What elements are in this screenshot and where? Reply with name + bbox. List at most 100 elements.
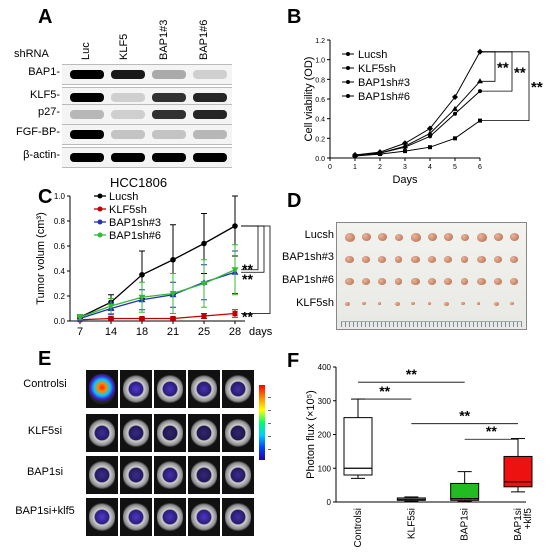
x-tick-label: 0 <box>328 164 332 171</box>
data-point <box>452 105 458 111</box>
imaging-tile <box>120 498 152 536</box>
tumor <box>427 233 438 242</box>
data-point <box>453 111 457 116</box>
blot-row-label: KLF5- <box>30 89 60 101</box>
lung <box>89 460 115 490</box>
lung <box>191 418 217 448</box>
blot-row <box>62 124 232 145</box>
legend-label: BAP1sh#3 <box>109 217 161 229</box>
chart-c: 0.0 0.2 0.4 0.6 0.8 1.0 7 14 18 21 25 28 days Tumor v… <box>35 191 273 338</box>
y-tick-label: 400 <box>318 363 332 372</box>
panel-label-e: E <box>38 348 52 370</box>
legend-label: Lucsh <box>109 191 138 203</box>
imaging-tile <box>154 498 186 536</box>
blot-band <box>152 93 186 102</box>
x-tick-label: 28 <box>229 326 241 338</box>
blot-row <box>62 87 232 108</box>
x-tick-label: BAP1si+klf5 <box>513 508 534 541</box>
tumor <box>361 255 371 263</box>
significance-mark: ** <box>514 64 526 81</box>
blot-row-label: p27- <box>37 106 60 118</box>
y-tick-label: 0.2 <box>54 292 66 301</box>
cell-line-label: HCC1806 <box>110 175 168 190</box>
tumor <box>444 255 453 263</box>
tumor <box>394 278 402 285</box>
y-tick-label: 0.2 <box>315 136 325 143</box>
imaging-tile <box>222 370 254 408</box>
tumor <box>510 255 519 263</box>
series-line <box>79 269 236 318</box>
y-axis-label: Photon flux (×10⁵) <box>305 390 317 479</box>
y-tick-label: 200 <box>318 431 332 440</box>
data-point <box>428 145 432 150</box>
tumor <box>493 233 504 242</box>
blot-band <box>70 70 104 79</box>
legend-marker <box>97 193 103 199</box>
tumor <box>510 233 520 242</box>
x-tick-label: 14 <box>105 326 117 338</box>
y-tick-label: 100 <box>318 464 332 473</box>
blot-band <box>193 130 227 139</box>
box <box>450 482 480 501</box>
tumor <box>345 301 350 306</box>
y-tick-label: 0.4 <box>315 117 325 124</box>
legend-marker <box>97 232 103 238</box>
series-line <box>79 225 236 318</box>
imaging-tile <box>120 414 152 452</box>
lung <box>123 374 149 404</box>
blot-row <box>62 147 232 168</box>
blot-row-label: FGF-BP- <box>16 126 60 138</box>
data-point <box>139 316 145 321</box>
lung <box>89 374 115 404</box>
blot-band <box>193 93 227 102</box>
imaging-tile <box>154 414 186 452</box>
chart-b: 0.0 0.2 0.4 0.6 0.8 1.0 1.2 0 1 2 3 4 5 6 Days Cell via… <box>303 38 543 186</box>
data-point <box>453 136 457 141</box>
blot-row-label: β-actin- <box>23 149 60 161</box>
tumor <box>427 302 431 306</box>
tumor <box>510 301 515 306</box>
blot-band <box>70 110 104 119</box>
imaging-tile <box>188 414 220 452</box>
lung <box>157 374 183 404</box>
imaging-row-label: BAP1si <box>26 466 64 478</box>
imaging-tile <box>86 370 118 408</box>
imaging-tile <box>154 456 186 494</box>
legend-label: BAP1sh#6 <box>109 230 161 242</box>
x-tick-label-line: BAP1si <box>460 508 471 541</box>
x-tick-label: BAP1si <box>460 508 471 541</box>
legend-marker <box>346 52 350 56</box>
y-axis-label: Tumor volum (cm³) <box>35 212 47 304</box>
significance-bracket <box>241 225 271 314</box>
tumor <box>394 301 400 306</box>
lung <box>191 374 217 404</box>
y-tick-label: 0.4 <box>54 267 66 276</box>
data-point <box>232 223 238 229</box>
tumor <box>345 255 354 264</box>
data-point <box>231 267 239 274</box>
imaging-tile <box>86 414 118 452</box>
x-axis-label: days <box>249 326 273 338</box>
x-tick-label-line: BAP1si <box>513 508 524 541</box>
legend-label: BAP1sh#3 <box>358 77 410 89</box>
imaging-tile <box>86 456 118 494</box>
tumor <box>444 301 449 306</box>
x-tick-label-line: +klf5 <box>523 508 534 530</box>
tumor-row-label: KLF5sh <box>296 297 334 309</box>
data-point <box>353 153 357 158</box>
data-point <box>201 240 207 247</box>
blot-band <box>152 70 186 79</box>
tumor <box>394 233 404 242</box>
legend-label: BAP1sh#6 <box>358 91 410 103</box>
lung <box>225 374 251 404</box>
significance-mark: ** <box>406 366 417 382</box>
legend-marker <box>346 80 350 84</box>
tumor <box>345 233 355 242</box>
tumor <box>411 301 416 306</box>
blot-band <box>70 153 104 162</box>
y-tick-label: 1.0 <box>315 58 325 65</box>
data-point <box>139 271 145 278</box>
data-point <box>201 313 207 319</box>
data-point <box>427 125 433 132</box>
tumor <box>477 233 487 242</box>
